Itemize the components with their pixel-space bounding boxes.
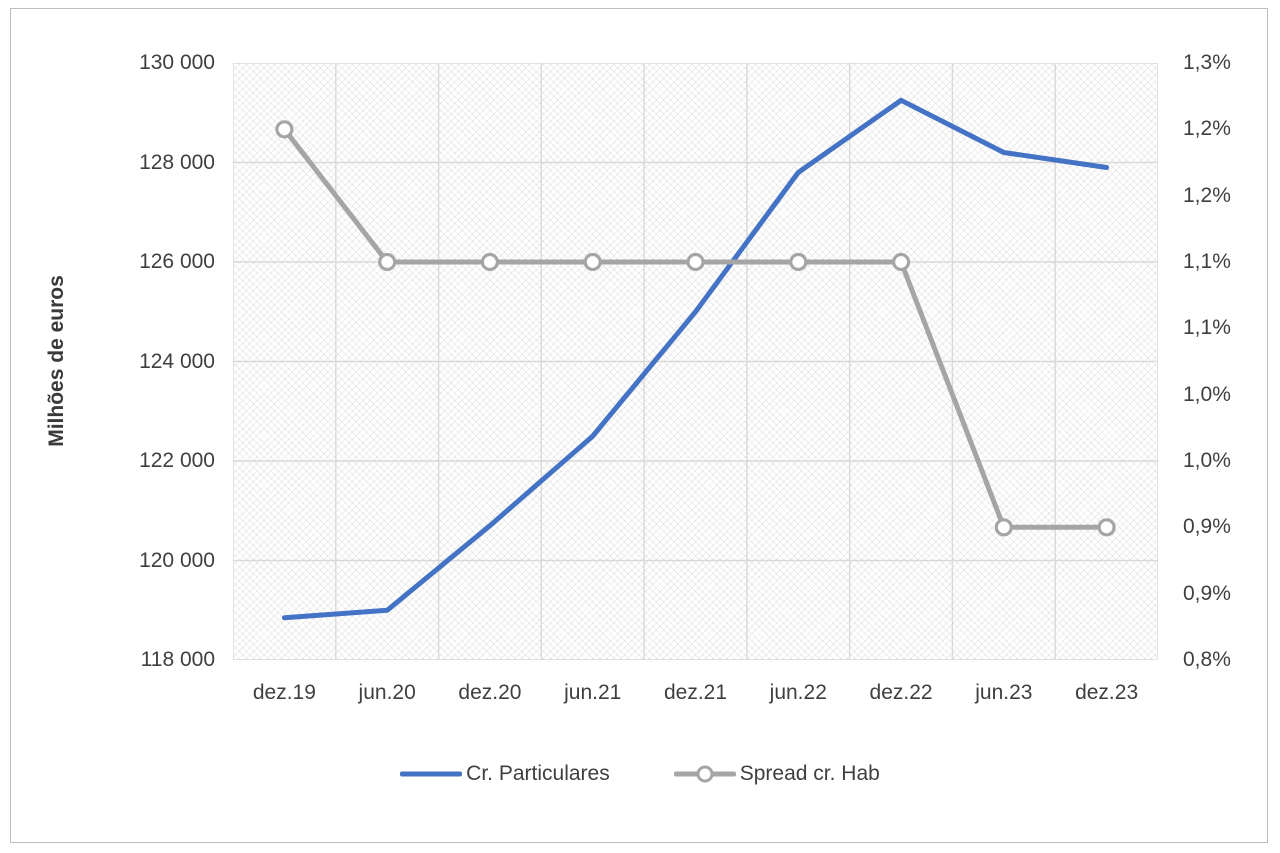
- left-axis-tick-label: 120 000: [139, 548, 215, 572]
- right-axis-tick-label: 1,0%: [1183, 449, 1231, 472]
- left-axis-tick-label: 118 000: [140, 648, 215, 671]
- x-axis-tick-label: dez.19: [252, 681, 316, 704]
- x-axis-tick-label: dez.21: [663, 681, 728, 704]
- blue-line-sample-icon: [400, 766, 463, 782]
- right-axis-tick-label: 1,2%: [1183, 117, 1231, 141]
- x-axis-tick-label: jun.21: [564, 681, 622, 704]
- right-axis-tick-label: 0,8%: [1183, 648, 1231, 671]
- plot-svg: [233, 63, 1158, 660]
- x-axis-tick-label: dez.22: [869, 681, 933, 704]
- x-axis-tick-label: dez.20: [458, 681, 522, 704]
- left-axis-tick-label: 126 000: [139, 250, 215, 273]
- right-axis-tick-label: 1,1%: [1183, 250, 1231, 273]
- x-axis-tick-label: jun.20: [358, 681, 416, 704]
- x-axis-tick-label: dez.23: [1075, 681, 1139, 704]
- right-axis-tick-label: 1,3%: [1183, 51, 1231, 74]
- left-axis-tick-label: 122 000: [139, 449, 215, 472]
- left-axis-title: Milhões de euros: [45, 275, 68, 447]
- left-axis-labels: 130 000 128 000 126 000 124 000 122 000 120 0…: [85, 51, 215, 671]
- plot-area: [233, 63, 1158, 660]
- legend-label: Cr. Particulares: [466, 762, 610, 785]
- x-axis-tick-label: jun.23: [975, 681, 1033, 704]
- right-axis-tick-label: 1,0%: [1183, 382, 1231, 406]
- legend-item-spread-cr-hab: Spread cr. Hab: [673, 762, 880, 786]
- right-axis-tick-label: 1,1%: [1183, 316, 1231, 340]
- legend: Cr. Particulares Spread cr. Hab: [0, 752, 1280, 796]
- left-axis-tick-label: 124 000: [139, 349, 215, 373]
- left-axis-tick-label: 128 000: [139, 150, 215, 174]
- legend-item-cr-particulares: Cr. Particulares: [400, 762, 610, 786]
- right-axis-labels: 1,3% 1,2% 1,2% 1,1% 1,1% 1,0% 1,0% 0,9% 0,9% 0,8%: [1183, 51, 1273, 671]
- right-axis-tick-label: 1,2%: [1183, 183, 1231, 207]
- gray-line-circle-sample-icon: [673, 765, 736, 783]
- left-axis-tick-label: 130 000: [139, 51, 215, 74]
- x-axis-tick-label: jun.22: [769, 681, 827, 704]
- legend-label: Spread cr. Hab: [739, 762, 880, 785]
- right-axis-tick-label: 0,9%: [1183, 581, 1231, 605]
- x-axis-labels: dez.19 jun.20 dez.20 jun.21 dez.21 jun.22 dez.…: [233, 681, 1158, 711]
- right-axis-tick-label: 0,9%: [1183, 515, 1231, 539]
